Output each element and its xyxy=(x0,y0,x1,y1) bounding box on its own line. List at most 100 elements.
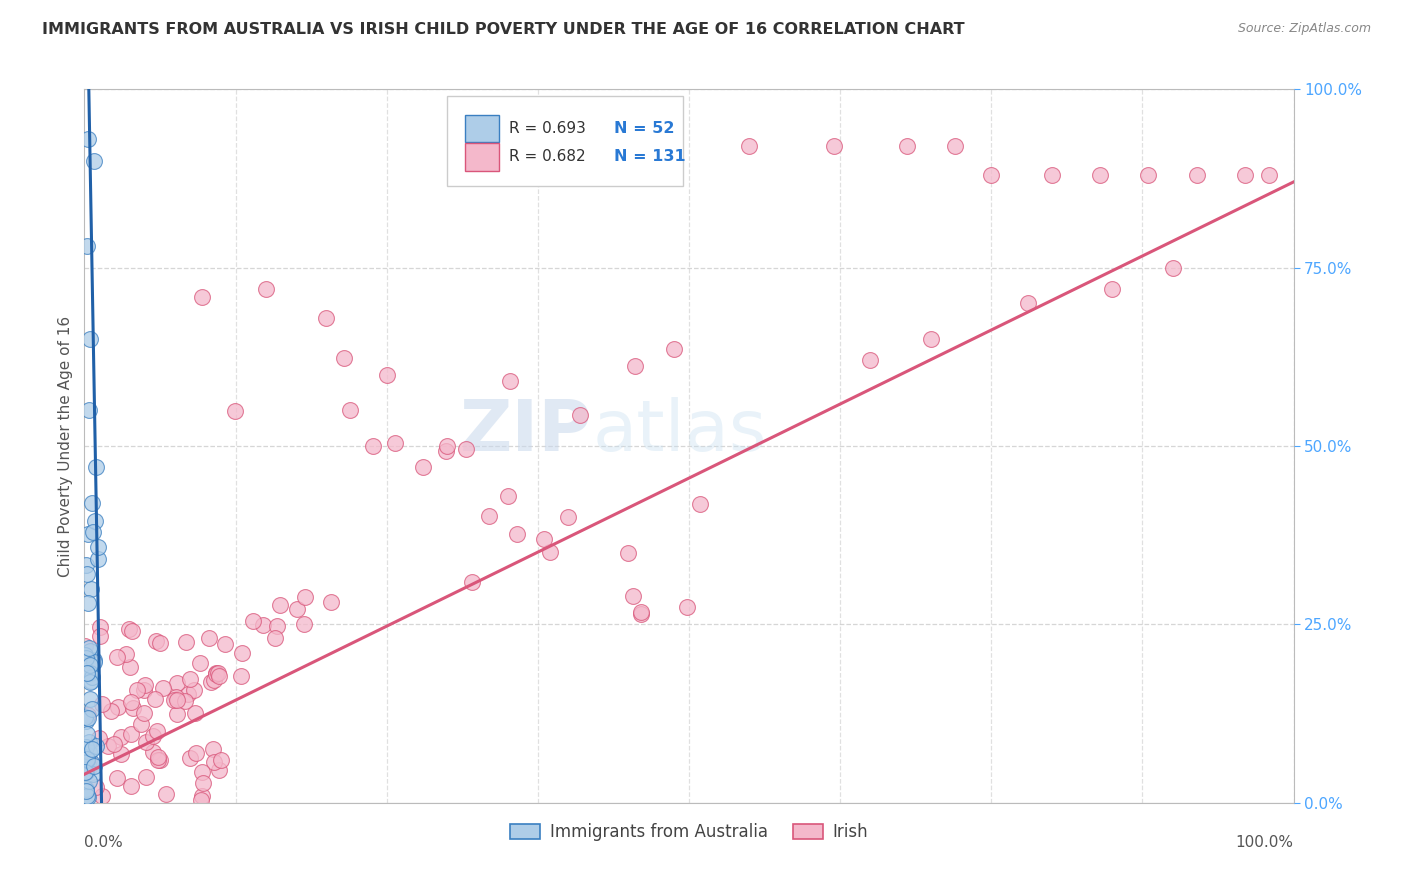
Point xyxy=(77,708,100,723)
Point xyxy=(120,727,142,741)
Y-axis label: Child Poverty Under the Age of 16: Child Poverty Under the Age of 16 xyxy=(58,316,73,576)
Point xyxy=(77,403,100,417)
Point xyxy=(1185,168,1208,182)
Point xyxy=(135,770,157,784)
Point xyxy=(79,640,101,655)
Text: ZIP: ZIP xyxy=(460,397,592,467)
Point xyxy=(83,656,105,670)
Point xyxy=(738,139,761,153)
Point xyxy=(76,727,98,741)
Point xyxy=(630,607,652,622)
Point xyxy=(107,700,129,714)
Point xyxy=(1101,282,1123,296)
Point xyxy=(77,710,100,724)
Point xyxy=(676,600,699,615)
Point xyxy=(110,747,132,761)
Point xyxy=(339,403,361,417)
Point xyxy=(115,647,138,661)
Point xyxy=(823,139,845,153)
Point xyxy=(75,651,97,665)
Point xyxy=(209,753,232,767)
Point xyxy=(436,439,458,453)
Point xyxy=(76,752,98,766)
Point xyxy=(122,701,145,715)
Text: N = 131: N = 131 xyxy=(614,150,686,164)
Point xyxy=(183,682,205,697)
Point xyxy=(176,635,198,649)
Point xyxy=(188,656,211,670)
Point xyxy=(231,646,253,660)
Point xyxy=(315,310,337,325)
Point xyxy=(434,444,457,458)
Point xyxy=(198,631,221,645)
Point xyxy=(264,631,287,645)
Point xyxy=(162,692,184,706)
Text: Source: ZipAtlas.com: Source: ZipAtlas.com xyxy=(1237,22,1371,36)
Point xyxy=(77,132,100,146)
Point xyxy=(89,731,111,745)
Point xyxy=(621,589,644,603)
Text: IMMIGRANTS FROM AUSTRALIA VS IRISH CHILD POVERTY UNDER THE AGE OF 16 CORRELATION: IMMIGRANTS FROM AUSTRALIA VS IRISH CHILD… xyxy=(42,22,965,37)
Point xyxy=(148,749,170,764)
Point xyxy=(77,596,100,610)
Point xyxy=(859,353,882,368)
Point xyxy=(77,760,100,774)
Point xyxy=(84,780,107,794)
Point xyxy=(87,552,110,566)
Point xyxy=(1258,168,1281,182)
Point xyxy=(208,763,231,777)
Point xyxy=(97,739,120,753)
Point xyxy=(1040,168,1063,182)
Point xyxy=(179,751,201,765)
Point xyxy=(79,745,101,759)
Point xyxy=(361,439,384,453)
Point xyxy=(617,546,640,560)
Text: 0.0%: 0.0% xyxy=(84,835,124,850)
Point xyxy=(146,753,169,767)
Point xyxy=(110,730,132,744)
Point xyxy=(75,747,97,761)
Point xyxy=(980,168,1002,182)
Point xyxy=(87,540,110,554)
Point xyxy=(179,672,201,686)
Point xyxy=(134,678,156,692)
Point xyxy=(224,403,246,417)
Point xyxy=(166,693,188,707)
Point xyxy=(456,442,478,457)
Point xyxy=(80,674,103,689)
Point xyxy=(120,695,142,709)
Text: R = 0.682: R = 0.682 xyxy=(509,150,585,164)
Point xyxy=(121,624,143,639)
Point xyxy=(202,742,225,756)
Point xyxy=(82,524,104,539)
Point xyxy=(205,665,228,680)
Point xyxy=(252,618,274,632)
Point xyxy=(129,716,152,731)
Point xyxy=(82,766,104,780)
Point xyxy=(623,359,645,373)
Point xyxy=(478,509,501,524)
Point xyxy=(79,657,101,672)
Point xyxy=(107,771,129,785)
Point xyxy=(80,496,103,510)
Point xyxy=(149,636,172,650)
Point xyxy=(120,779,142,793)
Point xyxy=(135,735,157,749)
Point xyxy=(506,526,529,541)
Point xyxy=(202,756,225,770)
Point xyxy=(460,574,482,589)
Point xyxy=(77,735,100,749)
Point xyxy=(75,558,97,573)
Point xyxy=(1017,296,1039,310)
Point xyxy=(75,765,97,780)
Point xyxy=(896,139,918,153)
Point xyxy=(920,332,942,346)
Point xyxy=(80,670,103,684)
Point xyxy=(142,745,165,759)
Point xyxy=(83,153,105,168)
Point xyxy=(76,753,98,767)
Point xyxy=(103,737,125,751)
Point xyxy=(689,497,711,511)
Point xyxy=(662,342,685,356)
Point xyxy=(384,436,406,450)
